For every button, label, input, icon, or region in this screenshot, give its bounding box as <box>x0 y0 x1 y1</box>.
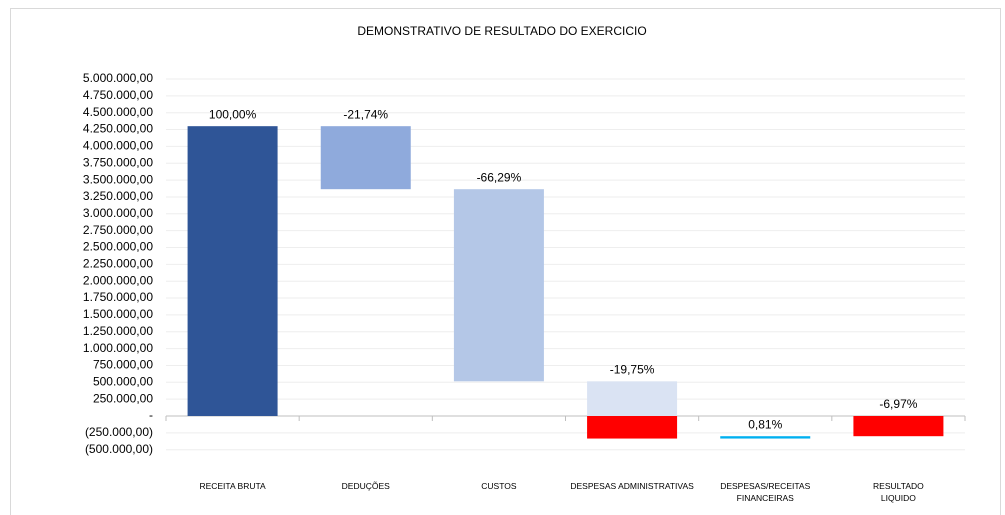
data-label: -66,29% <box>477 170 522 184</box>
data-label: -19,75% <box>610 362 655 376</box>
y-tick-label: - <box>149 408 153 422</box>
y-tick-label: 1.750.000,00 <box>83 290 153 304</box>
x-tick-label: CUSTOS <box>481 481 517 491</box>
bar <box>853 416 944 437</box>
bar <box>587 381 678 416</box>
y-tick-label: 2.000.000,00 <box>83 273 153 287</box>
x-tick-label-box: CUSTOS <box>481 481 517 491</box>
data-label: 0,81% <box>748 417 782 431</box>
y-tick-label: (250.000,00) <box>85 425 153 439</box>
y-tick-label: 4.000.000,00 <box>83 139 153 153</box>
y-tick-label: 1.000.000,00 <box>83 341 153 355</box>
y-tick-label: 250.000,00 <box>93 391 153 405</box>
y-tick-label: 3.000.000,00 <box>83 206 153 220</box>
data-label: -6,97% <box>879 397 917 411</box>
x-tick-label: RESULTADO LIQUIDO <box>873 481 924 503</box>
y-tick-label: 1.250.000,00 <box>83 324 153 338</box>
x-tick-label: RECEITA BRUTA <box>199 481 266 491</box>
bar <box>587 416 678 439</box>
x-tick-label: DEDUÇÕES <box>341 481 390 491</box>
y-tick-label: 5.000.000,00 <box>83 71 153 85</box>
bar <box>453 189 544 382</box>
y-tick-label: 4.500.000,00 <box>83 105 153 119</box>
y-tick-label: 4.750.000,00 <box>83 88 153 102</box>
y-tick-label: 4.250.000,00 <box>83 122 153 136</box>
y-tick-label: 2.250.000,00 <box>83 257 153 271</box>
y-tick-label: 3.250.000,00 <box>83 189 153 203</box>
x-tick-label-box: DEDUÇÕES <box>341 481 390 491</box>
x-tick-label-box: RESULTADO LIQUIDO <box>873 481 924 503</box>
bar <box>720 436 811 439</box>
y-tick-label: 2.750.000,00 <box>83 223 153 237</box>
data-label: -21,74% <box>343 107 388 121</box>
bar <box>320 126 411 190</box>
y-tick-label: 2.500.000,00 <box>83 240 153 254</box>
y-tick-label: 500.000,00 <box>93 374 153 388</box>
y-tick-label: 3.500.000,00 <box>83 172 153 186</box>
data-label: 100,00% <box>209 107 257 121</box>
bar <box>187 126 278 417</box>
x-tick-label: DESPESAS/RECEITAS FINANCEIRAS <box>720 481 811 503</box>
chart-title: DEMONSTRATIVO DE RESULTADO DO EXERCICIO <box>357 24 646 38</box>
x-tick-label: DESPESAS ADMINISTRATIVAS <box>570 481 694 491</box>
x-tick-label-box: DESPESAS ADMINISTRATIVAS <box>570 481 694 491</box>
x-tick-label-box: DESPESAS/RECEITAS FINANCEIRAS <box>720 481 811 503</box>
y-tick-label: (500.000,00) <box>85 442 153 456</box>
y-tick-label: 3.750.000,00 <box>83 155 153 169</box>
y-tick-label: 750.000,00 <box>93 358 153 372</box>
y-tick-label: 1.500.000,00 <box>83 307 153 321</box>
x-tick-label-box: RECEITA BRUTA <box>199 481 266 491</box>
